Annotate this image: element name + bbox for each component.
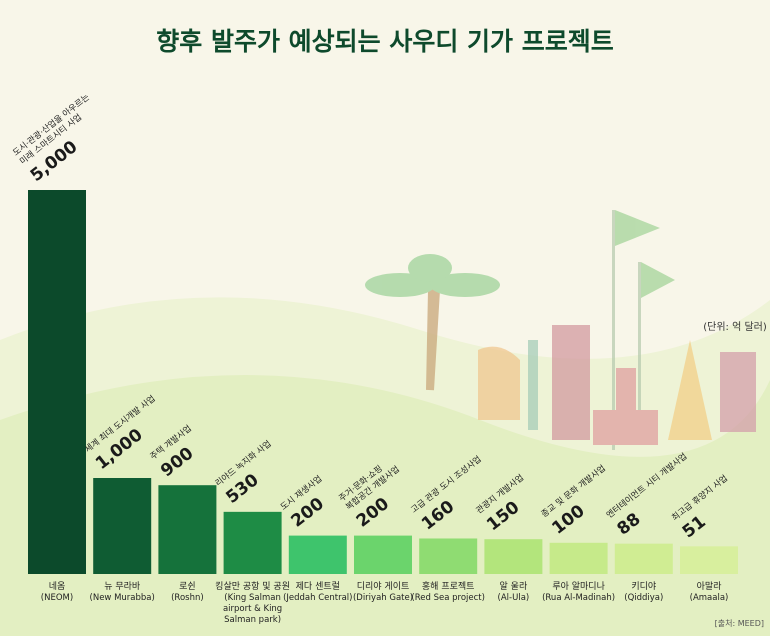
category-name: 아말라	[696, 582, 722, 592]
category-subtitle: (NEOM)	[40, 593, 74, 603]
category-subtitle: (Rua Al-Madinah)	[542, 593, 616, 603]
bar	[93, 478, 152, 574]
bar	[288, 535, 347, 574]
unit-note: (단위: 억 달러)	[703, 320, 767, 333]
category-name: 키디야	[631, 582, 657, 592]
category-subtitle: (Red Sea project)	[411, 593, 485, 603]
bar	[549, 542, 608, 574]
bar	[223, 511, 282, 574]
category-name: 킹살만 공항 및 공원	[215, 582, 290, 592]
category-label: 알 울라 (Al-Ula)	[470, 582, 556, 604]
category-label: 제다 센트럴 (Jeddah Central)	[275, 582, 361, 604]
category-name: 네옴	[48, 582, 66, 592]
category-subtitle: (Roshn)	[171, 593, 204, 603]
category-label: 키디야 (Qiddiya)	[601, 582, 687, 604]
category-subtitle: (Amaala)	[689, 593, 729, 603]
category-name: 로쉰	[179, 582, 196, 592]
category-subtitle: (Jeddah Central)	[283, 593, 353, 603]
category-label: 네옴 (NEOM)	[14, 582, 100, 604]
category-subtitle: (King Salman airport & King Salman park)	[222, 593, 283, 625]
category-subtitle: (New Murabba)	[89, 593, 155, 603]
category-label: 아말라 (Amaala)	[666, 582, 752, 604]
bar	[680, 546, 738, 574]
bar	[614, 543, 673, 574]
bar	[354, 535, 412, 574]
category-name: 알 울라	[499, 582, 528, 592]
skyline	[365, 210, 756, 450]
category-name: 제다 센트럴	[295, 582, 340, 592]
chart-title: 향후 발주가 예상되는 사우디 기가 프로젝트	[156, 27, 614, 56]
category-subtitle: (Qiddiya)	[624, 593, 664, 603]
category-label: 홍해 프로젝트 (Red Sea project)	[405, 582, 491, 604]
category-label: 뉴 무라바 (New Murabba)	[79, 582, 165, 604]
category-subtitle: (Diriyah Gate)	[352, 593, 414, 603]
bar	[28, 190, 86, 574]
category-label: 킹살만 공항 및 공원 (King Salman airport & King S…	[210, 582, 296, 626]
bar	[484, 539, 543, 574]
category-name: 디리야 게이트	[356, 582, 410, 592]
category-label: 디리야 게이트 (Diriyah Gate)	[340, 582, 426, 604]
description: 도시·관광·산업을 아우르는	[11, 92, 92, 159]
category-label: 로쉰 (Roshn)	[144, 582, 230, 604]
category-label: 루아 알마디나 (Rua Al-Madinah)	[536, 582, 622, 604]
bar	[419, 538, 478, 574]
category-name: 홍해 프로젝트	[421, 582, 475, 592]
category-name: 루아 알마디나	[552, 582, 605, 592]
category-name: 뉴 무라바	[104, 582, 141, 592]
bar	[158, 485, 217, 574]
category-subtitle: (Al-Ula)	[497, 593, 530, 603]
source: [출처: MEED]	[715, 618, 764, 628]
